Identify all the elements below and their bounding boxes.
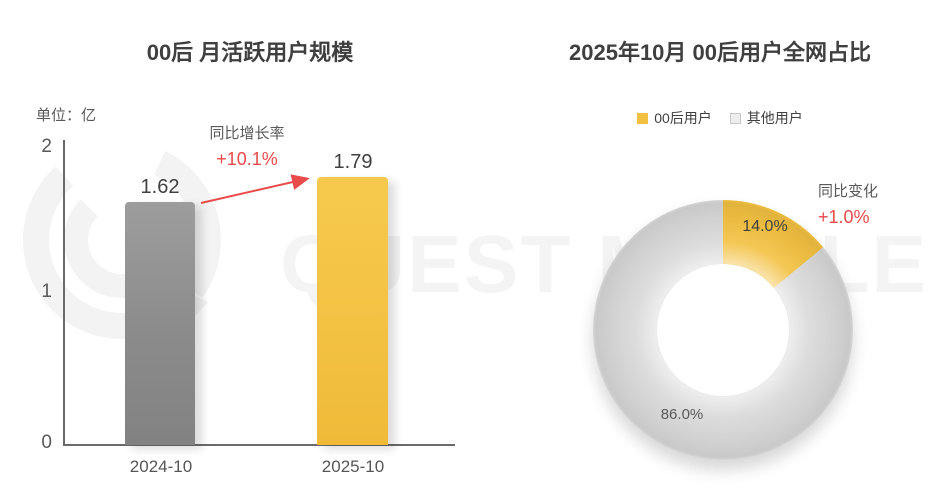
donut-hole — [657, 264, 789, 396]
x-axis-line — [63, 444, 455, 446]
bar-chart-title: 00后 月活跃用户规模 — [146, 40, 354, 65]
x-axis-label-2024-10: 2024-10 — [129, 457, 193, 476]
legend-item-other: 其他用户 — [729, 108, 803, 128]
slice-label-00hou: 14.0% — [742, 218, 788, 235]
yoy-growth-label: 同比增长率 — [209, 125, 285, 142]
legend-swatch-yellow-icon — [637, 112, 649, 124]
donut-chart — [593, 200, 853, 460]
legend-label-other: 其他用户 — [746, 110, 803, 126]
yoy-change-value: +1.0% — [818, 207, 870, 227]
donut-chart-title: 2025年10月 00后用户全网占比 — [569, 40, 871, 65]
legend: 00后用户 其他用户 — [520, 108, 920, 128]
bar-2025-10 — [317, 176, 388, 445]
y-axis-tick-0: 0 — [41, 432, 52, 453]
yoy-growth-value: +10.1% — [216, 149, 278, 169]
slice-label-other: 86.0% — [660, 406, 704, 423]
unit-label: 单位：亿 — [36, 107, 97, 124]
bar-value-2025-10: 1.79 — [333, 150, 373, 173]
legend-swatch-gray-icon — [729, 112, 741, 124]
yoy-change-label: 同比变化 — [818, 183, 879, 200]
legend-item-00hou: 00后用户 — [637, 108, 712, 128]
x-axis-label-2025-10: 2025-10 — [321, 457, 385, 476]
legend-label-00hou: 00后用户 — [654, 110, 712, 126]
